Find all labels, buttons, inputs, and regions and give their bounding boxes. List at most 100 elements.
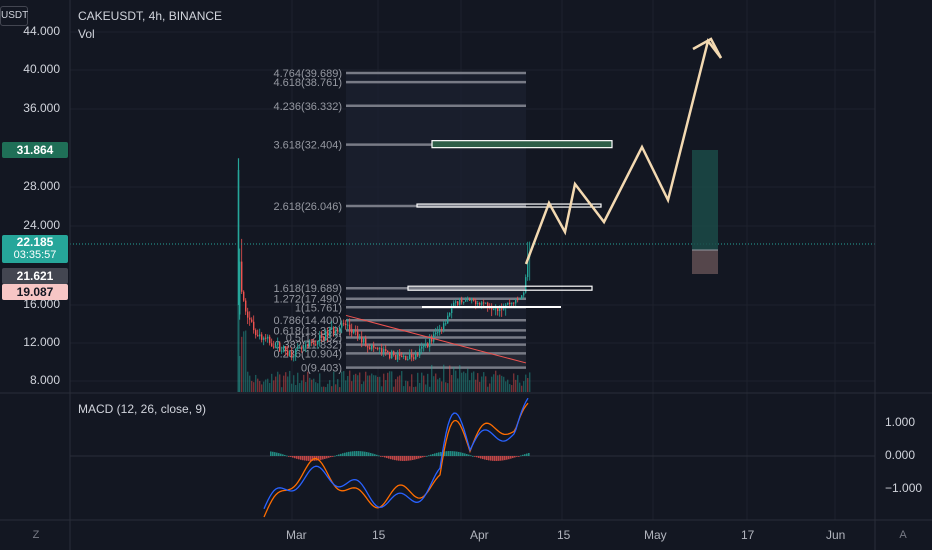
macd-histogram-bar <box>340 453 342 456</box>
macd-histogram-bar <box>466 453 468 456</box>
currency-button[interactable]: USDT <box>0 6 28 26</box>
candle-body <box>301 347 303 350</box>
volume-bar <box>281 387 283 392</box>
time-tick-label: 15 <box>557 528 571 542</box>
candle-body <box>311 341 313 344</box>
macd-histogram-bar <box>456 451 458 456</box>
volume-bar <box>455 370 457 392</box>
candle-body <box>269 336 271 344</box>
volume-bar <box>495 370 497 392</box>
auto-scale-toggle[interactable]: A <box>899 529 907 541</box>
candle-body <box>241 261 243 292</box>
volume-bar <box>513 373 515 392</box>
macd-histogram-bar <box>394 456 396 461</box>
macd-histogram-bar <box>400 456 402 461</box>
macd-histogram-bar <box>434 453 436 456</box>
last-price-value: 22.185 <box>16 235 54 249</box>
candle-body <box>483 302 485 304</box>
price-tick-label: 28.000 <box>23 179 60 193</box>
volume-bar <box>497 375 499 392</box>
price-tick-label: 16.000 <box>23 297 60 311</box>
volume-bar <box>387 372 389 392</box>
candle-body <box>243 291 245 301</box>
candle-body <box>345 323 347 326</box>
macd-histogram-bar <box>464 453 466 456</box>
volume-bar <box>353 374 355 392</box>
macd-histogram-bar <box>398 456 400 461</box>
volume-legend[interactable]: Vol <box>78 27 95 41</box>
volume-bar <box>403 386 405 392</box>
macd-histogram-bar <box>490 456 492 461</box>
volume-bar <box>437 379 439 392</box>
candle-body <box>289 351 291 356</box>
macd-histogram-bar <box>478 456 480 458</box>
candle-body <box>419 348 421 356</box>
candle-body <box>287 350 289 356</box>
volume-bar <box>405 380 407 392</box>
macd-histogram-bar <box>288 456 290 457</box>
macd-legend[interactable]: MACD (12, 26, close, 9) <box>78 402 207 416</box>
candle-body <box>451 306 453 314</box>
volume-bar <box>485 376 487 392</box>
candle-body <box>307 344 309 347</box>
volume-bar <box>451 374 453 392</box>
fib-level-label: 1(15.761) <box>295 302 342 314</box>
candle-body <box>499 308 501 312</box>
symbol-title[interactable]: CAKEUSDT, 4h, BINANCE <box>78 9 223 23</box>
candle-body <box>475 300 477 305</box>
fib-retracement[interactable]: 4.764(39.689)4.618(38.761) 4.236(36.332) 3… <box>274 68 527 375</box>
macd-histogram-bar <box>422 456 424 458</box>
volume-bar <box>309 377 311 392</box>
candle-body <box>361 336 363 343</box>
volume-bar <box>517 375 519 392</box>
candle-body <box>273 346 275 348</box>
volume-bar <box>271 373 273 392</box>
candle-body <box>369 347 371 350</box>
volume-bar <box>297 372 299 392</box>
volume-bar <box>459 365 461 392</box>
macd-histogram-bar <box>382 456 384 457</box>
macd-histogram-bar <box>496 456 498 461</box>
candle-body <box>331 327 333 330</box>
candle-body <box>351 329 353 333</box>
volume-bar <box>251 380 253 392</box>
volume-bar <box>515 379 517 392</box>
candle-body <box>373 345 375 348</box>
volume-bar <box>395 379 397 392</box>
volume-bar <box>483 372 485 392</box>
candle-body <box>371 345 373 350</box>
candle-body <box>447 315 449 324</box>
fib-level-label: 2.618(26.046) <box>274 201 343 213</box>
candle-body <box>525 277 527 293</box>
volume-bar <box>489 383 491 392</box>
candle-body <box>395 354 397 360</box>
macd-histogram-bar <box>274 452 276 456</box>
drawings[interactable] <box>70 37 875 364</box>
volume-bar <box>441 381 443 392</box>
volume-bar <box>269 382 271 392</box>
fib-low-zone <box>346 345 526 368</box>
macd-histogram-bar <box>308 456 310 461</box>
volume-bar <box>333 371 335 392</box>
candle-body <box>359 336 361 338</box>
candle-body <box>387 351 389 353</box>
timezone-toggle[interactable]: Z <box>32 529 40 541</box>
candle-body <box>509 302 511 305</box>
fib-level-label: 4.236(36.332) <box>274 101 343 113</box>
volume-bar <box>311 379 313 392</box>
volume-bar <box>267 378 269 392</box>
candle-body <box>285 346 287 351</box>
volume-bar <box>409 386 411 392</box>
candle-body <box>527 256 529 278</box>
macd-histogram-bar <box>476 456 478 458</box>
volume-bar <box>279 374 281 392</box>
volume-bar <box>383 373 385 392</box>
candle-body <box>449 313 451 316</box>
candle-body <box>319 335 321 342</box>
macd-histogram-bar <box>270 451 272 456</box>
macd-histogram-bar <box>338 454 340 456</box>
macd-histogram-bar <box>388 456 390 459</box>
volume-bar <box>433 376 435 392</box>
macd-histogram-bar <box>320 456 322 460</box>
